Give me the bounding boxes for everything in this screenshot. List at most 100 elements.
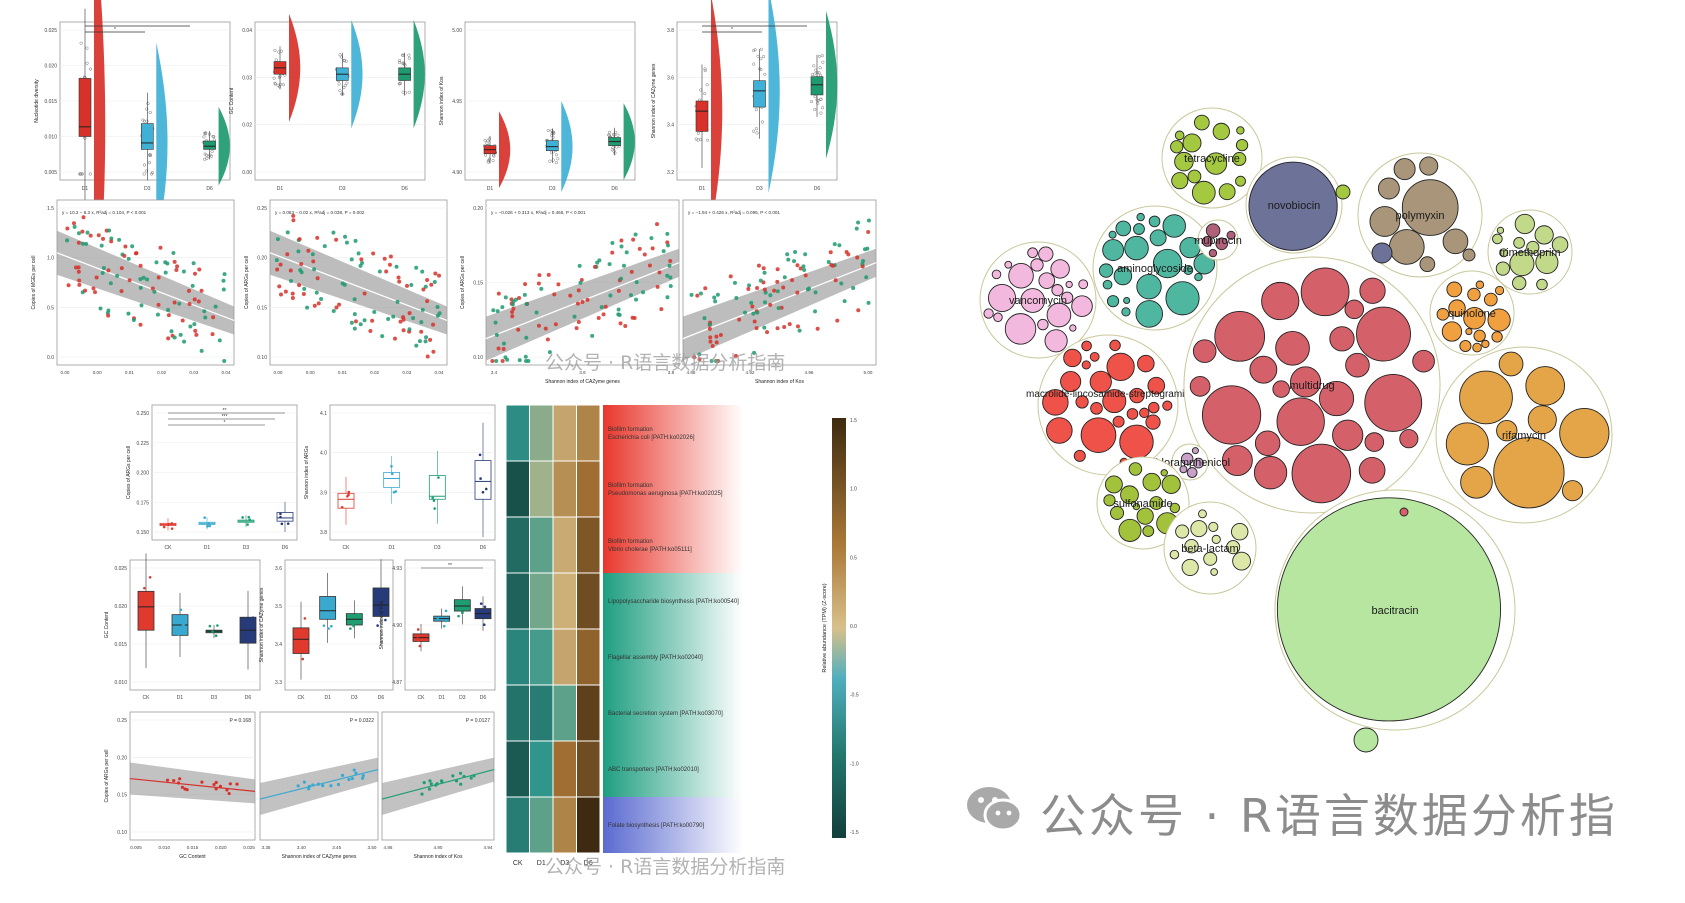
boxplot-point	[245, 625, 249, 629]
bubble-circle	[1534, 225, 1554, 245]
colorbar-tick: -1.5	[850, 830, 859, 836]
bubble-circle	[1509, 251, 1535, 277]
bubble-circle	[1063, 348, 1082, 368]
heatmap-cell	[576, 740, 601, 798]
regression-point	[437, 273, 442, 278]
regression-point	[407, 311, 412, 316]
regression-xtick: 0.015	[187, 845, 199, 850]
regression-point	[795, 290, 800, 295]
regression-point	[199, 348, 204, 353]
raincloud-panel-ylabel: Nucleotide diversity	[34, 79, 40, 123]
regression-point	[172, 259, 177, 264]
regression-point	[414, 265, 419, 270]
regression-point	[386, 316, 391, 321]
regression-point	[387, 262, 392, 267]
bubble-circle	[1142, 472, 1162, 492]
bubble-circle	[1081, 360, 1091, 370]
bubble-circle	[1145, 414, 1161, 430]
regression-point	[138, 285, 143, 290]
raincloud-point	[78, 172, 82, 176]
small-regression-panel-ytick: 0.20	[117, 755, 127, 761]
regression-point	[768, 293, 773, 298]
raincloud-point	[485, 141, 489, 145]
bubble-circle	[1027, 247, 1038, 259]
boxplot-point	[356, 612, 360, 616]
boxplot-point	[390, 472, 394, 476]
bubble-circle	[1208, 248, 1218, 258]
confidence-band	[382, 757, 494, 816]
bubble-circle	[1377, 177, 1400, 200]
regression-point	[302, 780, 307, 784]
pathway-band	[603, 797, 743, 853]
regression-point	[172, 300, 177, 305]
regression-point	[568, 293, 573, 298]
bubble-circle	[1472, 342, 1482, 353]
boxplot-panel-ylabel: Shannon index of Kos	[379, 600, 385, 649]
bubble-label: rifamycin	[1502, 430, 1546, 442]
boxplot-xtick: D1	[177, 695, 184, 701]
bubble-circle	[1191, 180, 1216, 205]
regression-point	[608, 293, 613, 298]
raincloud-point	[551, 158, 555, 162]
regression-point	[543, 326, 548, 331]
wechat-logo-icon	[967, 787, 1023, 832]
sig-label: *	[114, 27, 116, 33]
regression-point	[781, 285, 786, 290]
boxplot-panel-ytick: 4.93	[392, 566, 402, 572]
regression-point	[290, 295, 295, 300]
regression-point	[191, 261, 196, 266]
bubble-circle	[1236, 126, 1245, 135]
bubble-satellite	[1353, 727, 1379, 753]
regression-point	[576, 288, 581, 293]
regression-point	[222, 359, 227, 363]
regression-point	[156, 302, 161, 307]
regression-point	[490, 359, 495, 363]
regression-point	[496, 346, 501, 351]
raincloud-xtick: D1	[699, 186, 706, 192]
confidence-band	[260, 757, 378, 816]
regression-point	[511, 306, 516, 311]
regression-point	[634, 280, 639, 285]
raincloud-point	[85, 61, 89, 65]
watermark-low: 公众号 · R语言数据分析指南	[545, 856, 786, 878]
regression-xtick: 0.010	[159, 845, 171, 850]
regression-xtick: 5.00	[864, 370, 873, 375]
regression-point	[154, 260, 159, 265]
regression-point	[714, 334, 719, 339]
bubble-circle	[1184, 539, 1199, 554]
regression-point	[193, 328, 198, 333]
boxplot-xtick: CK	[165, 545, 173, 551]
regression-point	[423, 339, 428, 344]
regression-point	[411, 316, 416, 321]
bubble-circle	[1149, 229, 1167, 247]
colorbar-tick: -0.5	[850, 693, 859, 699]
raincloud-point	[398, 59, 402, 63]
colorbar-tick: 0.0	[850, 624, 857, 630]
colorbar-title: Relative abundance (TPM) (Z-score)	[822, 583, 828, 672]
regression-point	[321, 783, 325, 788]
bubble-circle	[1152, 248, 1183, 279]
bubble-circle	[1075, 395, 1089, 409]
regression-point	[213, 304, 218, 309]
bubble-circle	[1235, 138, 1249, 152]
boxplot-box	[292, 627, 310, 654]
regression-panel-ytick: 0.25	[257, 206, 267, 212]
pathway-band	[603, 741, 743, 797]
heatmap-cell	[576, 460, 601, 518]
raincloud-point	[397, 82, 401, 86]
bubble-circle	[1253, 456, 1288, 490]
bubble-circle	[1090, 402, 1103, 415]
regression-point	[108, 281, 113, 286]
raincloud-violin	[218, 106, 230, 186]
raincloud-box	[545, 140, 559, 152]
regression-point	[235, 782, 239, 786]
regression-point	[439, 779, 444, 783]
raincloud-point	[337, 82, 341, 86]
regression-point	[524, 335, 529, 340]
bubble-circle	[1149, 496, 1164, 510]
regression-point	[305, 305, 310, 310]
raincloud-point	[813, 72, 817, 76]
raincloud-point	[548, 159, 552, 163]
raincloud-point	[273, 82, 277, 86]
bubble-circle	[1194, 114, 1210, 131]
